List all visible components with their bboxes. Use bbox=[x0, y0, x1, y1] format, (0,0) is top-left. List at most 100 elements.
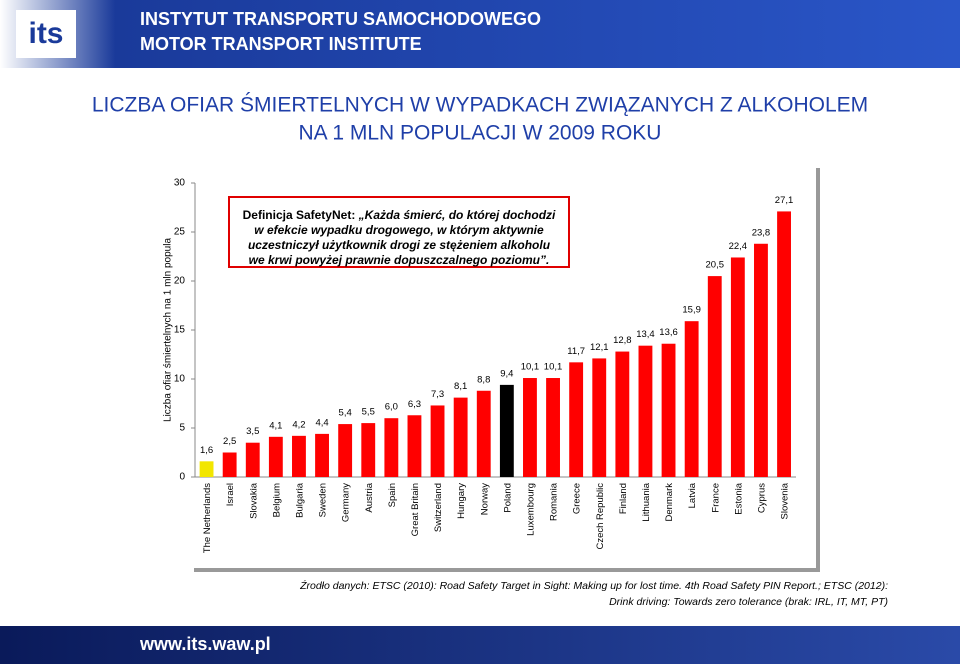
x-tick-label: Poland bbox=[502, 483, 513, 513]
value-label: 23,8 bbox=[752, 227, 771, 238]
bar bbox=[292, 435, 306, 477]
bar bbox=[638, 345, 653, 477]
header-subtitle: MOTOR TRANSPORT INSTITUTE bbox=[140, 34, 422, 54]
x-tick-label: Luxembourg bbox=[525, 483, 536, 536]
logo: its bbox=[28, 17, 63, 50]
bar bbox=[730, 257, 745, 477]
definition-box: Definicja SafetyNet: „Każda śmierć, do k… bbox=[228, 196, 570, 268]
x-tick-label: Hungary bbox=[456, 483, 467, 519]
logo-bg bbox=[16, 10, 76, 58]
x-tick-label: Denmark bbox=[664, 483, 675, 522]
footer-url: www.its.waw.pl bbox=[139, 634, 271, 654]
value-label: 10,1 bbox=[521, 362, 540, 373]
x-tick-label: Greece bbox=[572, 483, 583, 514]
value-label: 8,8 bbox=[477, 374, 490, 385]
value-label: 4,1 bbox=[269, 420, 282, 431]
bar bbox=[499, 384, 514, 477]
bar bbox=[222, 452, 237, 477]
value-label: 15,9 bbox=[682, 305, 701, 316]
y-tick-label: 20 bbox=[174, 276, 186, 287]
x-tick-label: Czech Republic bbox=[595, 483, 606, 550]
bar bbox=[407, 415, 422, 477]
bar bbox=[592, 358, 607, 477]
value-label: 27,1 bbox=[775, 195, 794, 206]
value-label: 7,3 bbox=[431, 389, 444, 400]
x-tick-label: Slovenia bbox=[780, 482, 791, 519]
value-label: 2,5 bbox=[223, 436, 236, 447]
bar bbox=[361, 423, 376, 477]
y-tick-label: 5 bbox=[179, 423, 185, 434]
bar bbox=[453, 397, 468, 477]
x-tick-label: Bulgaria bbox=[294, 482, 305, 518]
bar bbox=[430, 405, 445, 477]
value-label: 11,7 bbox=[567, 346, 585, 357]
value-label: 5,5 bbox=[362, 407, 375, 418]
value-label: 6,3 bbox=[408, 399, 421, 410]
chart-title: NA 1 MLN POPULACJI W 2009 ROKU bbox=[299, 122, 662, 145]
bar bbox=[523, 378, 537, 477]
x-tick-label: Great Britain bbox=[410, 483, 421, 536]
y-tick-label: 25 bbox=[174, 227, 186, 238]
x-tick-label: Israel bbox=[225, 483, 236, 506]
x-tick-label: Slovakia bbox=[248, 482, 259, 519]
bar bbox=[661, 343, 676, 477]
y-tick-label: 0 bbox=[179, 472, 185, 483]
value-label: 10,1 bbox=[544, 362, 563, 373]
bar bbox=[338, 424, 353, 477]
bar bbox=[777, 211, 791, 478]
source: Źrodło danych: ETSC (2010): Road Safety … bbox=[300, 578, 888, 610]
bar bbox=[268, 436, 283, 477]
value-label: 20,5 bbox=[706, 260, 725, 271]
value-label: 1,6 bbox=[200, 445, 213, 456]
bar bbox=[569, 362, 584, 477]
value-label: 3,5 bbox=[246, 426, 259, 437]
y-tick-label: 30 bbox=[174, 178, 186, 189]
value-label: 4,2 bbox=[292, 419, 305, 430]
x-tick-label: Norway bbox=[479, 483, 490, 515]
x-tick-label: Romania bbox=[549, 482, 560, 521]
bar bbox=[546, 378, 560, 477]
x-tick-label: Austria bbox=[364, 482, 375, 512]
x-tick-label: Lithuania bbox=[641, 482, 652, 521]
header-title: INSTYTUT TRANSPORTU SAMOCHODOWEGO bbox=[140, 9, 541, 29]
value-label: 6,0 bbox=[385, 402, 398, 413]
y-tick-label: 10 bbox=[174, 374, 186, 385]
x-tick-label: France bbox=[710, 483, 721, 513]
bar bbox=[684, 321, 699, 477]
value-label: 12,1 bbox=[590, 342, 609, 353]
bar bbox=[315, 433, 329, 477]
x-tick-label: The Netherlands bbox=[202, 483, 213, 553]
source-text: ETSC (2010): Road Safety Target in Sight… bbox=[372, 580, 888, 608]
chart-title: LICZBA OFIAR ŚMIERTELNYCH W WYPADKACH ZW… bbox=[92, 93, 868, 117]
value-label: 13,4 bbox=[636, 329, 655, 340]
footer-band bbox=[0, 626, 960, 664]
x-tick-label: Switzerland bbox=[433, 483, 444, 532]
value-label: 12,8 bbox=[613, 335, 632, 346]
x-tick-label: Estonia bbox=[733, 482, 744, 514]
bar bbox=[615, 351, 630, 477]
bar bbox=[476, 390, 491, 477]
source-label: Źrodło danych: bbox=[300, 580, 370, 592]
value-label: 9,4 bbox=[500, 368, 513, 379]
definition-text: „Każda śmierć, do której dochodzi w efek… bbox=[247, 208, 556, 267]
definition-label: Definicja SafetyNet: bbox=[242, 208, 356, 222]
header-band bbox=[0, 0, 960, 68]
x-tick-label: Spain bbox=[387, 483, 398, 507]
bar bbox=[245, 442, 260, 477]
x-tick-label: Belgium bbox=[271, 483, 282, 517]
bar bbox=[754, 243, 768, 477]
value-label: 5,4 bbox=[339, 408, 352, 419]
value-label: 4,4 bbox=[315, 417, 328, 428]
bar bbox=[707, 276, 722, 477]
y-axis-label: Liczba ofiar śmiertelnych na 1 mln popul… bbox=[163, 238, 174, 422]
value-label: 8,1 bbox=[454, 381, 467, 392]
bar bbox=[384, 418, 399, 477]
x-tick-label: Latvia bbox=[687, 482, 698, 508]
value-label: 22,4 bbox=[729, 241, 748, 252]
x-tick-label: Germany bbox=[341, 483, 352, 522]
y-tick-label: 15 bbox=[174, 325, 186, 336]
bar bbox=[199, 461, 214, 477]
x-tick-label: Cyprus bbox=[756, 483, 767, 513]
